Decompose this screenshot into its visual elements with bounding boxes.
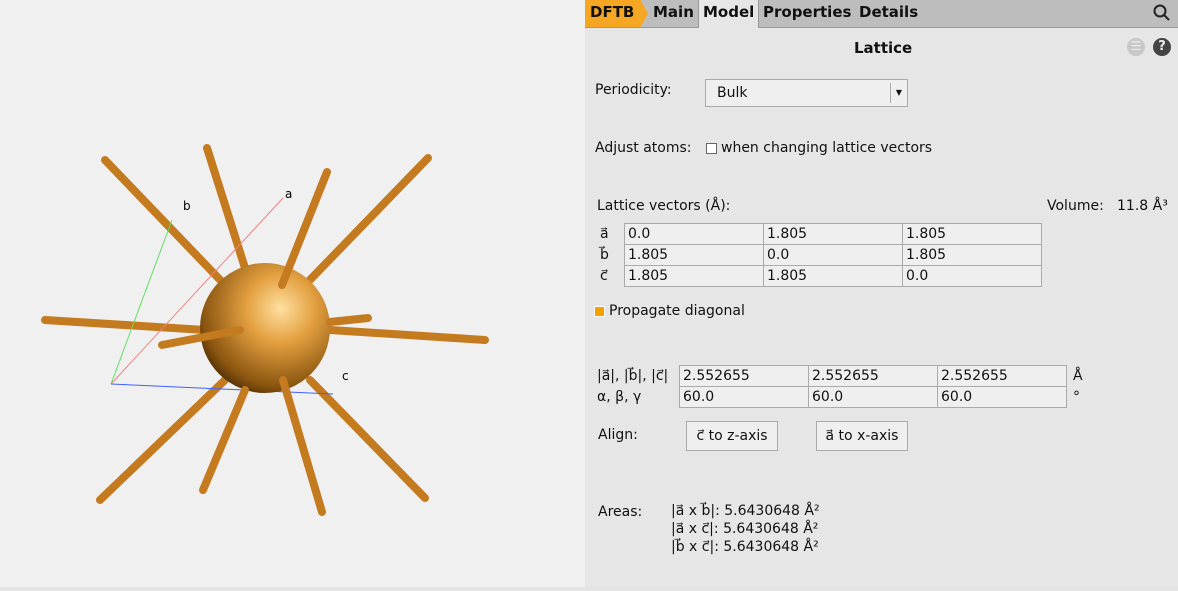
help-icon[interactable]: ?	[1153, 38, 1171, 56]
axis-a	[110, 197, 284, 385]
cell-input[interactable]: 0.0	[624, 223, 764, 245]
unit-label: °	[1073, 389, 1080, 405]
cell-input[interactable]: 1.805	[624, 265, 764, 287]
table-row: c⃗ 1.805 1.805 0.0	[597, 265, 1042, 287]
axis-label-a: a	[285, 187, 292, 201]
cell-input[interactable]: 60.0	[679, 386, 809, 408]
axis-c	[110, 383, 334, 395]
bond-rod	[41, 316, 209, 334]
tab-bar: DFTB Main Model Properties Details	[585, 0, 1178, 28]
tab-properties[interactable]: Properties	[763, 3, 852, 21]
bond-rod	[203, 144, 249, 272]
row-label: c⃗	[600, 268, 608, 284]
bond-rod	[158, 326, 244, 349]
cell-input[interactable]: 0.0	[902, 265, 1042, 287]
search-icon[interactable]	[1153, 4, 1171, 22]
volume-label: Volume:	[1047, 198, 1104, 214]
table-row: α, β, γ 60.0 60.0 60.0 °	[595, 386, 1084, 408]
periodicity-label: Periodicity:	[595, 82, 672, 98]
bond-rod	[326, 326, 489, 344]
propagate-diagonal-checkbox[interactable]	[594, 306, 605, 317]
cell-input[interactable]: 2.552655	[808, 365, 938, 387]
table-row: b⃗ 1.805 0.0 1.805	[597, 244, 1042, 266]
bond-rod	[326, 314, 372, 326]
volume-value: 11.8 Å³	[1117, 198, 1168, 214]
bond-rod	[101, 156, 229, 289]
3d-viewer[interactable]: a b c	[0, 0, 585, 587]
periodicity-value: Bulk	[717, 85, 748, 101]
axis-label-c: c	[342, 369, 349, 383]
menu-icon[interactable]: ☰	[1127, 38, 1145, 56]
properties-panel: DFTB Main Model Properties Details Latti…	[585, 0, 1178, 587]
axis-label-b: b	[183, 199, 191, 213]
atom-sphere[interactable]	[200, 263, 330, 393]
lattice-vectors-label: Lattice vectors (Å):	[597, 198, 731, 214]
lattice-params-table: |a⃗|, |b⃗|, |c⃗| 2.552655 2.552655 2.552655…	[595, 365, 1084, 408]
areas-label: Areas:	[598, 504, 643, 520]
cell-input[interactable]: 2.552655	[937, 365, 1067, 387]
table-row: |a⃗|, |b⃗|, |c⃗| 2.552655 2.552655 2.552655…	[595, 365, 1084, 387]
cell-input[interactable]: 1.805	[763, 223, 903, 245]
adjust-atoms-checkbox[interactable]	[706, 143, 717, 154]
chevron-down-icon: ▼	[890, 83, 907, 103]
cell-input[interactable]: 1.805	[902, 244, 1042, 266]
bond-rod	[96, 376, 229, 504]
cell-input[interactable]: 1.805	[763, 265, 903, 287]
bond-rod	[279, 376, 326, 516]
tab-model[interactable]: Model	[698, 0, 760, 28]
cell-input[interactable]: 60.0	[808, 386, 938, 408]
axis-b	[110, 219, 173, 385]
lattice-vectors-table: a⃗ 0.0 1.805 1.805 b⃗ 1.805 0.0 1.805 c⃗ 1.805 1…	[597, 223, 1042, 287]
unit-label: Å	[1073, 368, 1083, 384]
cell-input[interactable]: 1.805	[624, 244, 764, 266]
tab-dftb[interactable]: DFTB	[585, 0, 648, 27]
row-label: |a⃗|, |b⃗|, |c⃗|	[597, 368, 669, 384]
cell-input[interactable]: 60.0	[937, 386, 1067, 408]
cell-input[interactable]: 1.805	[902, 223, 1042, 245]
tab-main[interactable]: Main	[653, 3, 694, 21]
align-label: Align:	[598, 427, 638, 443]
molecule-view[interactable]: a b c	[0, 0, 585, 587]
propagate-diagonal-label: Propagate diagonal	[609, 303, 745, 319]
row-label: α, β, γ	[597, 389, 642, 405]
periodicity-select[interactable]: Bulk ▼	[705, 79, 908, 107]
adjust-atoms-checkbox-label: when changing lattice vectors	[721, 140, 933, 156]
bond-rod	[278, 168, 331, 289]
tab-details[interactable]: Details	[859, 3, 919, 21]
area-ab: |a⃗ x b⃗|: 5.6430648 Å²	[671, 503, 820, 519]
cell-input[interactable]: 2.552655	[679, 365, 809, 387]
c-to-z-axis-button[interactable]: c⃗ to z-axis	[686, 421, 778, 451]
a-to-x-axis-button[interactable]: a⃗ to x-axis	[816, 421, 908, 451]
bond-rod	[301, 154, 432, 289]
row-label: a⃗	[600, 226, 609, 242]
adjust-atoms-label: Adjust atoms:	[595, 140, 692, 156]
area-bc: |b⃗ x c⃗|: 5.6430648 Å²	[671, 539, 819, 555]
section-title: Lattice	[854, 39, 913, 57]
row-label: b⃗	[600, 247, 609, 263]
table-row: a⃗ 0.0 1.805 1.805	[597, 223, 1042, 245]
bond-rod	[199, 386, 249, 494]
cell-input[interactable]: 0.0	[763, 244, 903, 266]
area-ac: |a⃗ x c⃗|: 5.6430648 Å²	[671, 521, 819, 537]
bond-rod	[306, 376, 429, 502]
